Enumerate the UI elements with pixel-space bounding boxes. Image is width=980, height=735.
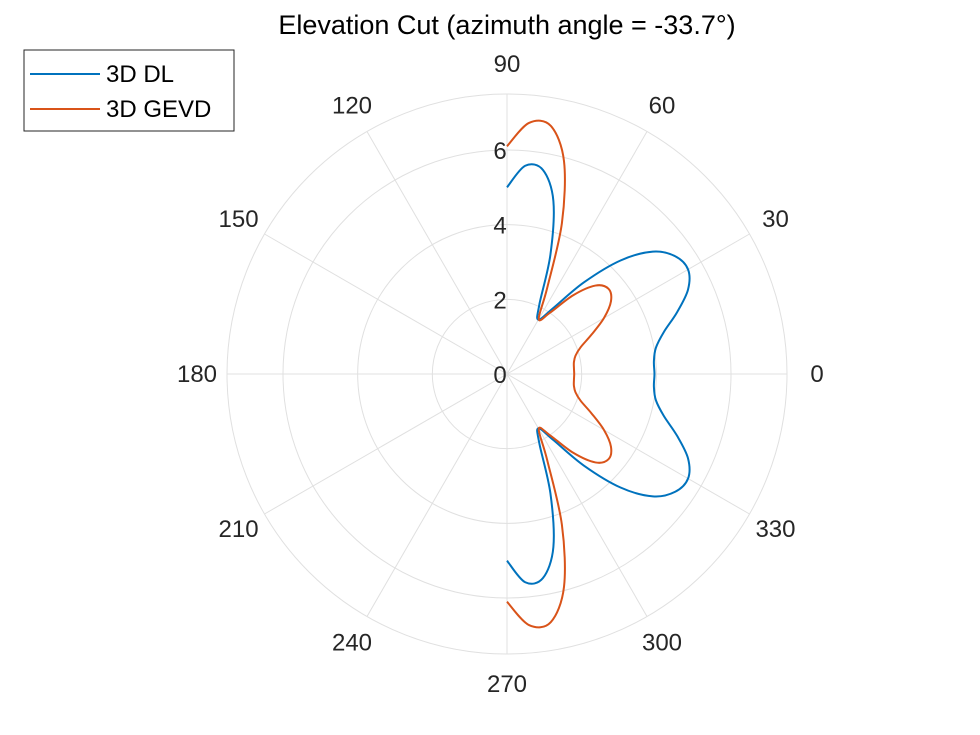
series-layer: [506, 119, 691, 629]
r-tick-label-6: 6: [493, 138, 506, 165]
polar-grid: [226, 93, 788, 655]
r-tick-label-2: 2: [493, 287, 506, 314]
legend-label-gevd: 3D GEVD: [106, 96, 211, 123]
r-tick-label-4: 4: [493, 213, 506, 240]
theta-tick-label-0: 0: [810, 361, 823, 388]
legend-label-dl: 3D DL: [106, 61, 174, 88]
theta-tick-label-30: 30: [762, 206, 789, 233]
r-tick-labels: 0 2 4 6: [493, 138, 506, 389]
theta-tick-label-330: 330: [755, 516, 795, 543]
legend: 3D DL 3D GEVD: [23, 49, 235, 132]
theta-tick-label-60: 60: [649, 93, 676, 120]
theta-grid-line-30: [506, 233, 750, 375]
theta-grid-line-240: [366, 373, 508, 617]
theta-grid-line-60: [506, 131, 648, 375]
theta-tick-label-150: 150: [219, 206, 259, 233]
theta-grid-line-300: [506, 373, 648, 617]
theta-tick-label-210: 210: [219, 516, 259, 543]
theta-tick-label-300: 300: [642, 629, 682, 656]
chart-title: Elevation Cut (azimuth angle = -33.7°): [278, 10, 735, 40]
theta-grid-line-150: [264, 233, 508, 375]
theta-tick-label-120: 120: [332, 93, 372, 120]
theta-grid-line-120: [366, 131, 508, 375]
theta-tick-label-90: 90: [494, 51, 521, 78]
theta-tick-label-270: 270: [487, 671, 527, 698]
theta-tick-label-180: 180: [177, 361, 217, 388]
theta-grid-line-330: [506, 373, 750, 515]
r-tick-label-0: 0: [493, 362, 506, 389]
theta-grid-line-210: [264, 373, 508, 515]
theta-tick-label-240: 240: [332, 629, 372, 656]
series-line-3d-gevd: [506, 119, 613, 629]
legend-box: [23, 49, 235, 132]
